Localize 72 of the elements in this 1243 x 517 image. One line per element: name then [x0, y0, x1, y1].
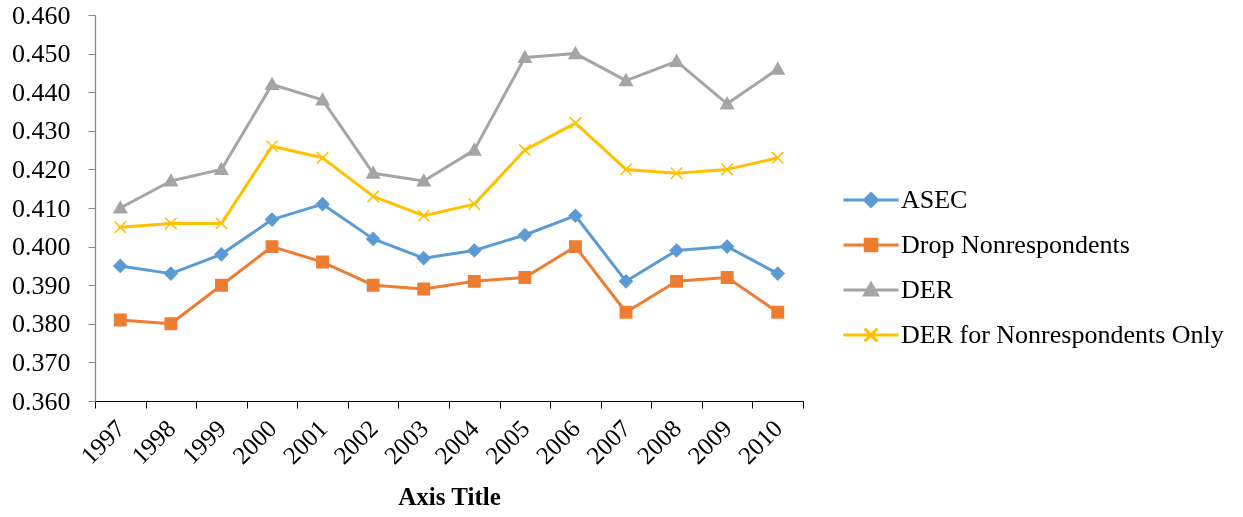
point [720, 271, 734, 284]
y-tick-label: 0.440 [12, 77, 71, 107]
y-tick-label: 0.400 [12, 232, 71, 262]
point [315, 197, 330, 212]
point [163, 266, 178, 281]
x-axis-title: Axis Title [398, 483, 501, 511]
point [315, 92, 330, 106]
point [416, 173, 431, 187]
point [214, 247, 229, 262]
y-tick-label: 0.410 [12, 193, 71, 223]
point [518, 143, 532, 157]
point [417, 282, 431, 296]
point [618, 73, 634, 87]
point [720, 239, 735, 254]
point [163, 173, 178, 187]
point [113, 220, 127, 234]
point [619, 305, 633, 319]
point [417, 209, 431, 223]
y-tick-label: 0.420 [12, 154, 71, 184]
point [214, 162, 229, 175]
point [366, 278, 380, 292]
point [366, 189, 380, 203]
y-tick-label: 0.370 [12, 347, 71, 377]
point [669, 54, 684, 67]
point [770, 62, 785, 75]
y-tick-label: 0.360 [12, 386, 71, 416]
point [467, 197, 481, 211]
legend-label: ASEC [901, 185, 968, 214]
point [366, 166, 381, 179]
point [670, 274, 684, 288]
point [619, 162, 633, 176]
y-tick-label: 0.380 [12, 309, 71, 339]
point [164, 216, 178, 230]
point [316, 151, 330, 165]
point [416, 251, 431, 266]
point [214, 216, 228, 230]
point [264, 77, 280, 91]
point [265, 139, 279, 153]
point [164, 317, 178, 331]
point [568, 208, 583, 223]
point [518, 271, 532, 284]
point [113, 258, 128, 273]
point [669, 243, 684, 258]
point [771, 151, 785, 165]
point [517, 50, 532, 64]
point [467, 243, 482, 258]
point [771, 305, 785, 319]
legend-label: DER for Nonrespondents Only [901, 320, 1224, 349]
point [265, 240, 279, 254]
point [467, 143, 482, 156]
point [214, 278, 228, 292]
point [366, 231, 381, 246]
y-tick-label: 0.430 [12, 116, 71, 146]
point [618, 274, 634, 289]
point [770, 266, 785, 281]
legend-label: Drop Nonrespondents [901, 230, 1130, 259]
y-tick-label: 0.460 [12, 0, 71, 30]
point [113, 200, 128, 214]
y-tick-label: 0.390 [12, 270, 71, 300]
point [113, 313, 127, 327]
point [568, 240, 582, 254]
legend-label: DER [901, 275, 954, 304]
point [467, 274, 481, 288]
point [264, 212, 280, 227]
point [568, 46, 583, 60]
y-tick-label: 0.450 [12, 39, 71, 69]
point [568, 116, 582, 130]
point [670, 166, 684, 180]
point [720, 96, 735, 110]
point [316, 255, 330, 269]
point [720, 162, 734, 176]
point [517, 228, 532, 243]
